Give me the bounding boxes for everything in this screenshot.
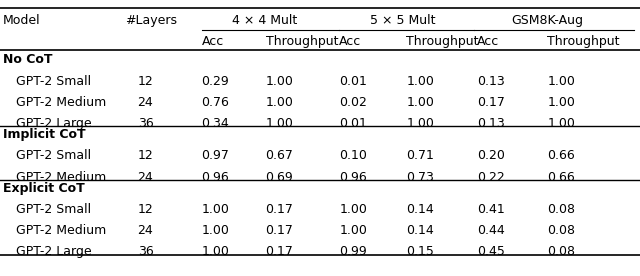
Text: 24: 24 <box>138 171 154 184</box>
Text: Throughput: Throughput <box>406 35 479 49</box>
Text: 0.01: 0.01 <box>339 117 367 130</box>
Text: 1.00: 1.00 <box>547 96 575 109</box>
Text: 0.15: 0.15 <box>406 245 435 259</box>
Text: 0.44: 0.44 <box>477 224 504 237</box>
Text: GPT-2 Large: GPT-2 Large <box>16 117 92 130</box>
Text: GPT-2 Medium: GPT-2 Medium <box>16 96 106 109</box>
Text: GPT-2 Medium: GPT-2 Medium <box>16 171 106 184</box>
Text: 1.00: 1.00 <box>339 224 367 237</box>
Text: 12: 12 <box>138 203 154 216</box>
Text: 1.00: 1.00 <box>266 96 294 109</box>
Text: 5 × 5 Mult: 5 × 5 Mult <box>371 14 436 27</box>
Text: 36: 36 <box>138 117 154 130</box>
Text: 0.13: 0.13 <box>477 75 504 88</box>
Text: GSM8K-Aug: GSM8K-Aug <box>511 14 583 27</box>
Text: 0.10: 0.10 <box>339 149 367 163</box>
Text: 0.08: 0.08 <box>547 245 575 259</box>
Text: 4 × 4 Mult: 4 × 4 Mult <box>232 14 297 27</box>
Text: 1.00: 1.00 <box>266 75 294 88</box>
Text: 0.29: 0.29 <box>202 75 229 88</box>
Text: 0.17: 0.17 <box>266 224 294 237</box>
Text: No CoT: No CoT <box>3 53 52 67</box>
Text: 12: 12 <box>138 149 154 163</box>
Text: 0.02: 0.02 <box>339 96 367 109</box>
Text: Acc: Acc <box>202 35 224 49</box>
Text: 0.69: 0.69 <box>266 171 293 184</box>
Text: 1.00: 1.00 <box>547 75 575 88</box>
Text: 0.99: 0.99 <box>339 245 367 259</box>
Text: 12: 12 <box>138 75 154 88</box>
Text: 0.14: 0.14 <box>406 224 434 237</box>
Text: #Layers: #Layers <box>125 14 177 27</box>
Text: GPT-2 Medium: GPT-2 Medium <box>16 224 106 237</box>
Text: 1.00: 1.00 <box>406 96 435 109</box>
Text: 0.34: 0.34 <box>202 117 229 130</box>
Text: 0.71: 0.71 <box>406 149 435 163</box>
Text: 24: 24 <box>138 96 154 109</box>
Text: 1.00: 1.00 <box>202 245 230 259</box>
Text: GPT-2 Small: GPT-2 Small <box>16 149 91 163</box>
Text: 1.00: 1.00 <box>202 203 230 216</box>
Text: GPT-2 Small: GPT-2 Small <box>16 75 91 88</box>
Text: 0.66: 0.66 <box>547 149 575 163</box>
Text: 1.00: 1.00 <box>202 224 230 237</box>
Text: 0.67: 0.67 <box>266 149 294 163</box>
Text: 1.00: 1.00 <box>266 117 294 130</box>
Text: 24: 24 <box>138 224 154 237</box>
Text: Model: Model <box>3 14 41 27</box>
Text: 1.00: 1.00 <box>406 75 435 88</box>
Text: 0.08: 0.08 <box>547 224 575 237</box>
Text: 0.20: 0.20 <box>477 149 505 163</box>
Text: 0.45: 0.45 <box>477 245 505 259</box>
Text: Throughput: Throughput <box>266 35 338 49</box>
Text: 0.96: 0.96 <box>339 171 367 184</box>
Text: 0.76: 0.76 <box>202 96 230 109</box>
Text: 0.96: 0.96 <box>202 171 229 184</box>
Text: GPT-2 Large: GPT-2 Large <box>16 245 92 259</box>
Text: 0.17: 0.17 <box>477 96 505 109</box>
Text: Acc: Acc <box>339 35 362 49</box>
Text: 1.00: 1.00 <box>339 203 367 216</box>
Text: 0.08: 0.08 <box>547 203 575 216</box>
Text: 0.66: 0.66 <box>547 171 575 184</box>
Text: 0.17: 0.17 <box>266 245 294 259</box>
Text: 0.17: 0.17 <box>266 203 294 216</box>
Text: 1.00: 1.00 <box>406 117 435 130</box>
Text: Throughput: Throughput <box>547 35 620 49</box>
Text: 0.41: 0.41 <box>477 203 504 216</box>
Text: GPT-2 Small: GPT-2 Small <box>16 203 91 216</box>
Text: 1.00: 1.00 <box>547 117 575 130</box>
Text: 0.01: 0.01 <box>339 75 367 88</box>
Text: Explicit CoT: Explicit CoT <box>3 182 85 195</box>
Text: 0.13: 0.13 <box>477 117 504 130</box>
Text: 0.22: 0.22 <box>477 171 504 184</box>
Text: 0.73: 0.73 <box>406 171 435 184</box>
Text: Implicit CoT: Implicit CoT <box>3 128 86 141</box>
Text: 36: 36 <box>138 245 154 259</box>
Text: 0.14: 0.14 <box>406 203 434 216</box>
Text: Acc: Acc <box>477 35 499 49</box>
Text: 0.97: 0.97 <box>202 149 230 163</box>
